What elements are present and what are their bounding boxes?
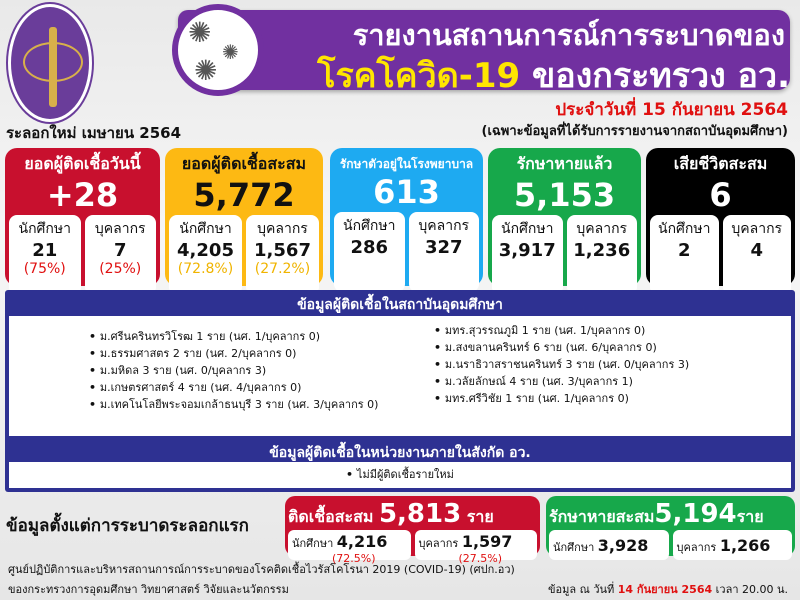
- title-banner: [178, 10, 790, 90]
- cumulative-recovered-box: รักษาหายสะสม5,194ราย นักศึกษา 3,928 บุคล…: [546, 496, 795, 560]
- ministry-logo: [8, 4, 92, 122]
- list-item: ไม่มีผู้ติดเชื้อรายใหม่: [9, 466, 791, 483]
- details-panel: ข้อมูลผู้ติดเชื้อในสถาบันอุดมศึกษา ม.ศรี…: [5, 290, 795, 492]
- report-note: (เฉพาะข้อมูลที่ได้รับการรายงานจากสถาบันอ…: [481, 124, 788, 139]
- report-date: ประจำวันที่ 15 กันยายน 2564: [555, 100, 788, 120]
- institutions-list: ม.ศรีนครินทรวิโรฒ 1 ราย (นศ. 1/บุคลากร 0…: [9, 316, 791, 436]
- data-as-of: ข้อมูล ณ วันที่ 14 กันยายน 2564 เวลา 20.…: [548, 583, 788, 596]
- list-item: มทร.สุวรรณภูมิ 1 ราย (นศ. 1/บุคลากร 0): [434, 322, 689, 339]
- list-item: มทร.ศรีวิชัย 1 ราย (นศ. 1/บุคลากร 0): [434, 390, 689, 407]
- list-item: ม.วลัยลักษณ์ 4 ราย (นศ. 3/บุคลากร 1): [434, 373, 689, 390]
- list-item: ม.มหิดล 3 ราย (นศ. 0/บุคลากร 3): [89, 362, 378, 379]
- list-item: ม.เกษตรศาสตร์ 4 ราย (นศ. 4/บุคลากร 0): [89, 379, 378, 396]
- footer-line2: ของกระทรวงการอุดมศึกษา วิทยาศาสตร์ วิจัย…: [8, 583, 289, 596]
- card-hospitalized: รักษาตัวอยู่ในโรงพยาบาล 613 นักศึกษา 286 บ…: [330, 148, 483, 292]
- list-item: ม.ศรีนครินทรวิโรฒ 1 ราย (นศ. 1/บุคลากร 0…: [89, 328, 378, 345]
- agencies-list: ไม่มีผู้ติดเชื้อรายใหม่: [9, 462, 791, 488]
- title-line1: รายงานสถานการณ์การระบาดของ: [352, 18, 785, 52]
- title-line2: โรคโควิด-19 ของกระทรวง อว.: [317, 56, 790, 96]
- card-cumulative: ยอดผู้ติดเชื้อสะสม 5,772 นักศึกษา 4,205 (72…: [165, 148, 323, 295]
- list-item: ม.สงขลานครินทร์ 6 ราย (นศ. 6/บุคลากร 0): [434, 339, 689, 356]
- institutions-heading: ข้อมูลผู้ติดเชื้อในสถาบันอุดมศึกษา: [297, 297, 503, 313]
- footer-line1: ศูนย์ปฏิบัติการและบริหารสถานการณ์การระบา…: [8, 563, 515, 576]
- wave-label: ระลอกใหม่ เมษายน 2564: [6, 124, 182, 142]
- since-first-label: ข้อมูลตั้งแต่การระบาดระลอกแรก: [6, 516, 249, 536]
- card-deaths: เสียชีวิตสะสม 6 นักศึกษา 2 บุคลากร 4: [646, 148, 795, 295]
- card-today: ยอดผู้ติดเชื้อวันนี้ +28 นักศึกษา 21 (75%) …: [5, 148, 160, 295]
- virus-icon: ✺ ✺ ✺: [172, 4, 264, 96]
- agencies-heading: ข้อมูลผู้ติดเชื้อในหน่วยงานภายในสังกัด อ…: [269, 445, 531, 461]
- cumulative-infected-box: ติดเชื้อสะสม 5,813 ราย นักศึกษา 4,216 (72…: [285, 496, 540, 565]
- list-item: ม.เทคโนโลยีพระจอมเกล้าธนบุรี 3 ราย (นศ. …: [89, 396, 379, 413]
- list-item: ม.ธรรมศาสตร 2 ราย (นศ. 2/บุคลากร 0): [89, 345, 378, 362]
- card-recovered: รักษาหายแล้ว 5,153 นักศึกษา 3,917 บุคลากร 1…: [488, 148, 641, 295]
- list-item: ม.นราธิวาสราชนครินทร์ 3 ราย (นศ. 0/บุคลา…: [434, 356, 689, 373]
